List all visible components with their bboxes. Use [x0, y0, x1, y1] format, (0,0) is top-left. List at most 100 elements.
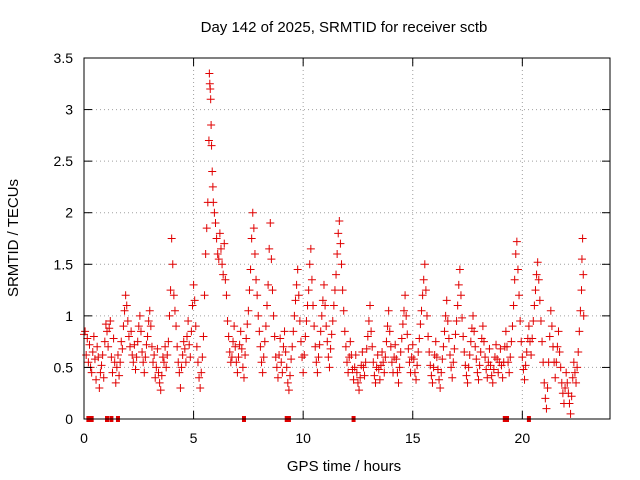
data-point	[293, 265, 302, 274]
data-point	[506, 353, 515, 362]
data-point	[317, 311, 326, 320]
data-point	[369, 358, 378, 367]
data-point	[335, 216, 344, 225]
data-point	[95, 384, 104, 393]
data-point	[323, 337, 332, 346]
data-point	[215, 229, 224, 238]
data-point	[195, 373, 204, 382]
data-point	[432, 353, 441, 362]
data-point	[183, 332, 192, 341]
data-point	[344, 368, 353, 377]
data-point	[577, 255, 586, 264]
data-point	[395, 363, 404, 372]
data-point	[206, 84, 215, 93]
data-point	[139, 358, 148, 367]
data-point	[579, 270, 588, 279]
data-point	[146, 322, 155, 331]
y-tick-label: 1.5	[54, 256, 74, 272]
data-point	[236, 327, 245, 336]
y-tick-label: 2.5	[54, 153, 74, 169]
data-point	[104, 342, 113, 351]
data-point	[144, 317, 153, 326]
data-point	[254, 311, 263, 320]
data-point	[284, 386, 293, 395]
data-point	[481, 353, 490, 362]
data-point	[412, 375, 421, 384]
x-axis-label: GPS time / hours	[287, 458, 401, 475]
data-point	[307, 275, 316, 284]
data-point	[416, 320, 425, 329]
data-point	[352, 368, 361, 377]
data-point	[570, 368, 579, 377]
data-point	[329, 301, 338, 310]
data-point	[408, 340, 417, 349]
data-point	[127, 327, 136, 336]
data-point	[533, 258, 542, 267]
data-point	[422, 311, 431, 320]
data-point	[475, 361, 484, 370]
data-point	[165, 311, 174, 320]
data-point	[299, 368, 308, 377]
data-point	[220, 239, 229, 248]
data-point	[196, 384, 205, 393]
data-point	[133, 337, 142, 346]
data-point	[172, 322, 181, 331]
data-point	[519, 365, 528, 374]
x-tick-label: 0	[80, 430, 88, 446]
data-point	[471, 342, 480, 351]
data-point	[554, 327, 563, 336]
data-point	[458, 313, 467, 322]
data-point	[210, 208, 219, 217]
data-point	[542, 404, 551, 413]
data-point	[318, 296, 327, 305]
data-point	[469, 311, 478, 320]
data-point	[563, 378, 572, 387]
data-point	[341, 342, 350, 351]
data-point	[540, 378, 549, 387]
data-point	[213, 249, 222, 258]
data-point	[418, 291, 427, 300]
data-point	[359, 363, 368, 372]
data-point	[455, 265, 464, 274]
data-point	[138, 347, 147, 356]
data-point	[316, 327, 325, 336]
data-point	[109, 334, 118, 343]
data-point	[239, 373, 248, 382]
data-point	[489, 365, 498, 374]
data-point	[315, 340, 324, 349]
data-point	[380, 368, 389, 377]
data-point	[164, 337, 173, 346]
data-point	[353, 378, 362, 387]
data-point	[498, 373, 507, 382]
data-point	[349, 375, 358, 384]
data-point	[177, 363, 186, 372]
data-point	[374, 365, 383, 374]
data-point	[151, 373, 160, 382]
data-point	[116, 358, 125, 367]
data-point	[442, 296, 451, 305]
data-point	[166, 286, 175, 295]
data-point	[310, 322, 319, 331]
data-point	[402, 311, 411, 320]
data-point	[309, 301, 318, 310]
data-point	[149, 358, 158, 367]
data-point	[163, 351, 172, 360]
data-point	[555, 347, 564, 356]
data-point	[84, 358, 93, 367]
data-point	[449, 358, 458, 367]
data-point	[447, 363, 456, 372]
data-point	[370, 371, 379, 380]
data-point	[325, 363, 334, 372]
data-point	[326, 344, 335, 353]
data-point	[367, 327, 376, 336]
data-point	[184, 317, 193, 326]
data-point	[509, 301, 518, 310]
data-point	[409, 355, 418, 364]
data-point	[235, 340, 244, 349]
data-point	[492, 340, 501, 349]
data-point	[170, 306, 179, 315]
data-point	[515, 291, 524, 300]
data-point	[225, 347, 234, 356]
data-point	[83, 334, 92, 343]
